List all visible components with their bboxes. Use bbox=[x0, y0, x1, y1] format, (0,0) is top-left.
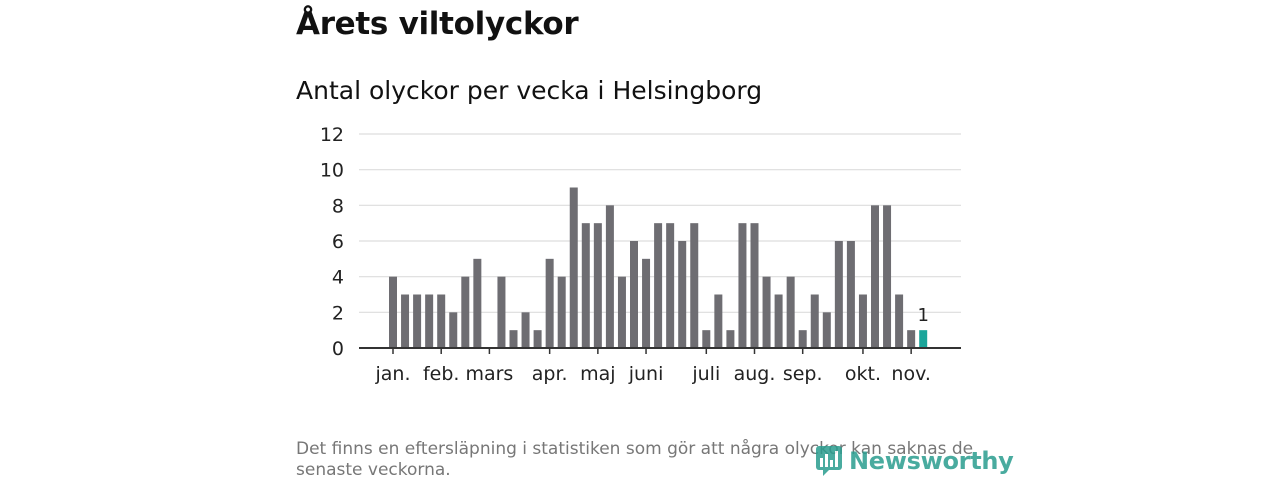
bar bbox=[449, 312, 458, 348]
bar bbox=[738, 223, 747, 348]
bar bbox=[545, 258, 554, 348]
bar bbox=[413, 294, 422, 348]
y-tick-label: 2 bbox=[332, 302, 344, 324]
bar bbox=[557, 276, 566, 348]
bar bbox=[690, 223, 699, 348]
x-tick-label: feb. bbox=[423, 363, 459, 385]
bar bbox=[461, 276, 470, 348]
bar bbox=[642, 258, 651, 348]
footnote: Det finns en eftersläpning i statistiken… bbox=[296, 439, 974, 480]
bar bbox=[846, 241, 855, 348]
bar bbox=[497, 276, 506, 348]
bar bbox=[473, 258, 482, 348]
brand-name: Newsworthy bbox=[849, 447, 1014, 475]
bar bbox=[871, 205, 879, 348]
bar bbox=[654, 223, 663, 348]
bar bbox=[389, 276, 397, 348]
x-axis-labels: jan. feb. mars apr. maj juni juli aug. sep. okt. n… bbox=[374, 348, 931, 385]
bar bbox=[678, 241, 687, 348]
bar bbox=[581, 223, 590, 348]
y-tick-label: 10 bbox=[320, 160, 344, 182]
x-tick-label: nov. bbox=[891, 363, 930, 385]
bar bbox=[702, 330, 711, 348]
y-axis-labels: 0 2 4 6 8 10 12 bbox=[320, 124, 344, 360]
chart-title: Årets viltolyckor bbox=[296, 6, 579, 42]
x-tick-label: maj bbox=[580, 363, 615, 385]
x-tick-label: mars bbox=[465, 363, 513, 385]
y-tick-label: 8 bbox=[332, 195, 344, 217]
bar bbox=[437, 294, 446, 348]
bar bbox=[533, 330, 542, 348]
bar bbox=[666, 223, 675, 348]
bar bbox=[798, 330, 807, 348]
x-tick-label: jan. bbox=[374, 363, 410, 385]
bar-chart: 0 2 4 6 8 10 12 jan. feb. mars apr. maj juni juli aug… bbox=[320, 124, 961, 385]
bar bbox=[895, 294, 904, 348]
chart-subtitle: Antal olyckor per vecka i Helsingborg bbox=[296, 76, 763, 105]
bar bbox=[521, 312, 530, 348]
bar bbox=[810, 294, 819, 348]
highlight-value-label: 1 bbox=[917, 305, 928, 326]
y-tick-label: 4 bbox=[332, 267, 344, 289]
bar bbox=[617, 276, 626, 348]
bar bbox=[630, 241, 638, 348]
bar bbox=[907, 330, 916, 348]
x-tick-label: okt. bbox=[845, 363, 881, 385]
y-tick-label: 6 bbox=[332, 231, 344, 253]
x-tick-label: juli bbox=[691, 363, 720, 385]
y-tick-label: 0 bbox=[332, 338, 344, 360]
bar bbox=[834, 241, 843, 348]
x-tick-label: juni bbox=[628, 363, 664, 385]
y-tick-label: 12 bbox=[320, 124, 344, 146]
bar bbox=[509, 330, 518, 348]
bar bbox=[593, 223, 602, 348]
bar bbox=[605, 205, 614, 348]
bar bbox=[858, 294, 867, 348]
bar bbox=[786, 276, 795, 348]
bar bbox=[726, 330, 735, 348]
bar bbox=[425, 294, 434, 348]
x-tick-label: sep. bbox=[783, 363, 823, 385]
bar bbox=[883, 205, 892, 348]
newsworthy-logo-icon bbox=[816, 446, 842, 476]
bar bbox=[774, 294, 783, 348]
brand-logo: Newsworthy bbox=[815, 445, 1014, 477]
bar bbox=[762, 276, 771, 348]
highlight-bar bbox=[919, 330, 928, 348]
bar bbox=[714, 294, 723, 348]
bars bbox=[389, 187, 928, 348]
bar bbox=[822, 312, 831, 348]
x-tick-label: aug. bbox=[734, 363, 776, 385]
bar bbox=[750, 223, 759, 348]
bar bbox=[569, 187, 578, 348]
bar bbox=[401, 294, 410, 348]
x-tick-label: apr. bbox=[532, 363, 568, 385]
